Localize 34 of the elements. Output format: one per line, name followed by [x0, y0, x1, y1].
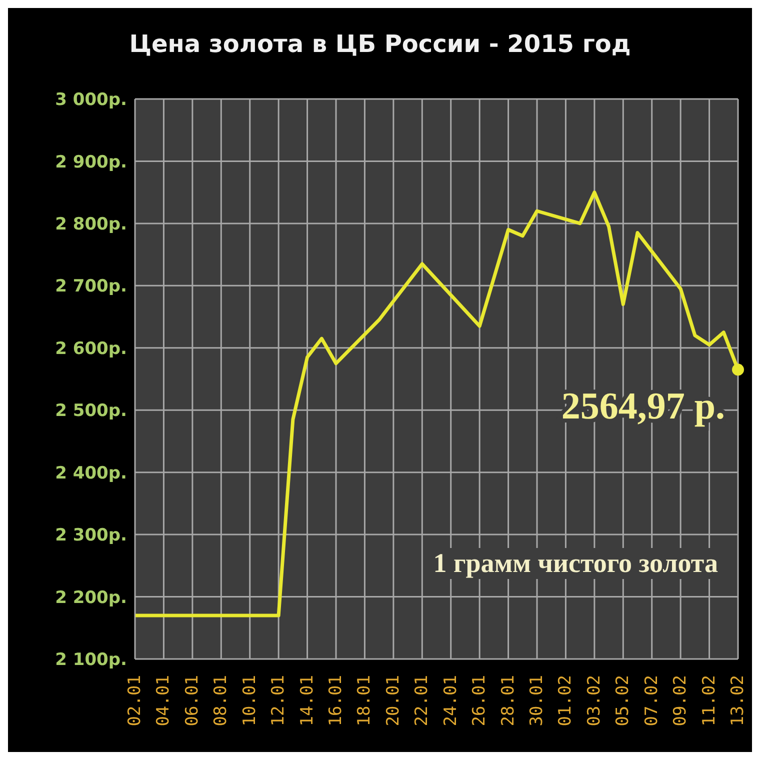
x-tick-label: 30.01: [527, 675, 547, 726]
x-tick-label: 14.01: [297, 675, 318, 726]
y-tick-label: 2 700р.: [55, 276, 127, 297]
x-tick-label: 16.01: [326, 675, 346, 726]
x-tick-label: 02.01: [125, 675, 145, 726]
x-tick-label: 09.02: [670, 675, 691, 726]
x-tick-label: 12.01: [268, 675, 289, 726]
chart-title: Цена золота в ЦБ России - 2015 год: [128, 30, 632, 58]
y-tick-label: 2 500р.: [55, 401, 127, 422]
x-tick-label: 28.01: [498, 675, 518, 726]
y-tick-label: 2 100р.: [55, 650, 127, 670]
y-tick-label: 2 200р.: [55, 588, 127, 608]
y-tick-label: 3 000р.: [55, 90, 127, 110]
x-tick-label: 22.01: [412, 675, 432, 726]
x-tick-label: 07.02: [642, 675, 662, 726]
x-tick-label: 04.01: [154, 675, 174, 726]
y-tick-label: 2 800р.: [55, 214, 127, 234]
x-tick-label: 05.02: [613, 675, 634, 726]
x-tick-label: 24.01: [440, 675, 461, 726]
y-tick-label: 2 900р.: [55, 152, 127, 172]
y-tick-label: 2 300р.: [55, 526, 127, 546]
x-tick-label: 20.01: [383, 675, 404, 726]
x-tick-label: 10.01: [240, 675, 260, 726]
x-tick-label: 08.01: [211, 675, 232, 726]
x-tick-label: 26.01: [470, 675, 490, 726]
x-tick-label: 13.02: [728, 675, 748, 726]
annotation: 1 грамм чистого золота: [429, 548, 722, 579]
x-tick-label: 18.01: [354, 675, 375, 726]
y-tick-label: 2 600р.: [55, 338, 127, 359]
y-tick-label: 2 400р.: [55, 463, 127, 484]
x-tick-label: 01.02: [556, 675, 576, 726]
x-tick-label: 03.02: [584, 675, 604, 726]
x-tick-label: 06.01: [182, 675, 202, 726]
x-tick-label: 11.02: [699, 675, 720, 726]
